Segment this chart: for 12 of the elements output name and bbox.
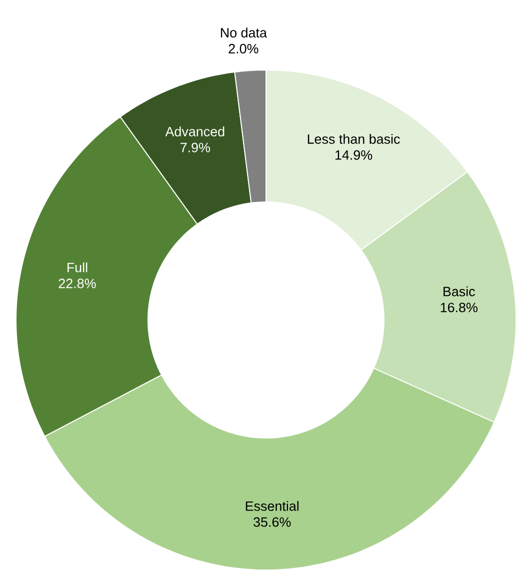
data-label: 22.8% [58,278,96,288]
data-label: 35.6% [254,517,291,527]
slice-label: Basic [444,286,475,296]
data-label: 2.0% [228,44,258,54]
slice-label: Full [67,262,88,272]
data-label: 7.9% [180,142,210,152]
data-label: 14.9% [335,150,372,160]
slice-label: Advanced [165,126,224,136]
slice-label: No data [220,28,267,38]
data-label: 16.8% [440,302,478,312]
slice-label: Less than basic [308,134,400,144]
slice-label: Essential [246,500,298,511]
